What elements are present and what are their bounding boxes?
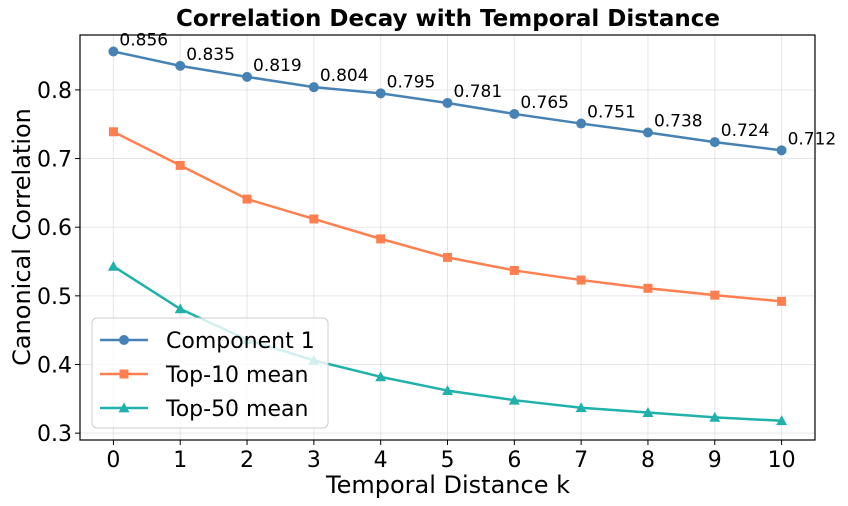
data-point bbox=[777, 296, 787, 306]
data-point bbox=[442, 385, 453, 395]
y-tick-label: 0.7 bbox=[37, 148, 72, 173]
x-tick-label: 1 bbox=[173, 448, 187, 473]
legend-marker bbox=[118, 402, 130, 413]
x-tick-label: 2 bbox=[240, 448, 254, 473]
y-tick-label: 0.5 bbox=[37, 285, 72, 310]
data-point bbox=[509, 108, 520, 119]
data-labels: 0.856 0.835 0.819 0.804 0.795 0.781 0.765 0.751… bbox=[119, 30, 836, 149]
data-point bbox=[108, 46, 119, 57]
legend-label: Top-50 mean bbox=[165, 397, 308, 422]
data-point bbox=[642, 127, 653, 138]
data-point bbox=[375, 88, 386, 99]
data-point bbox=[108, 127, 118, 137]
data-point bbox=[776, 145, 787, 156]
data-point bbox=[175, 60, 186, 71]
data-point bbox=[443, 252, 452, 262]
data-label: 0.795 bbox=[387, 72, 436, 92]
series-top-10-mean bbox=[108, 127, 787, 306]
data-label: 0.781 bbox=[454, 82, 503, 102]
data-label: 0.724 bbox=[721, 121, 770, 141]
x-tick-label: 5 bbox=[441, 448, 455, 473]
y-tick-label: 0.8 bbox=[37, 79, 72, 104]
legend: Component 1 Top-10 mean Top-50 mean bbox=[91, 317, 329, 429]
data-point bbox=[174, 303, 186, 314]
data-label: 0.835 bbox=[186, 45, 235, 65]
data-point bbox=[375, 371, 387, 382]
axis-ticks: 0 1 2 3 4 5 6 7 8 9 10 0.3 0.4 0.5 0.6 0.7 0.8 bbox=[37, 79, 796, 473]
data-point bbox=[308, 82, 319, 93]
data-label: 0.738 bbox=[654, 111, 703, 131]
data-point bbox=[508, 394, 520, 405]
y-tick-label: 0.4 bbox=[37, 353, 72, 378]
data-point bbox=[709, 137, 720, 148]
y-tick-label: 0.3 bbox=[37, 422, 72, 447]
series-component-1 bbox=[108, 46, 787, 156]
x-axis-label: Temporal Distance k bbox=[325, 471, 570, 499]
data-point bbox=[309, 214, 319, 224]
data-point bbox=[642, 407, 654, 417]
x-tick-label: 0 bbox=[106, 448, 120, 473]
x-tick-label: 6 bbox=[507, 448, 521, 473]
data-label: 0.765 bbox=[520, 93, 569, 113]
legend-label: Top-10 mean bbox=[165, 363, 308, 388]
data-point bbox=[776, 415, 788, 426]
x-tick-label: 3 bbox=[307, 448, 321, 473]
data-point bbox=[710, 290, 720, 300]
legend-frame bbox=[91, 317, 329, 429]
data-label: 0.751 bbox=[587, 103, 636, 123]
data-label: 0.804 bbox=[320, 66, 369, 86]
data-point bbox=[376, 234, 386, 244]
x-tick-label: 7 bbox=[574, 448, 588, 473]
legend-marker bbox=[119, 335, 129, 345]
x-tick-label: 10 bbox=[768, 448, 796, 473]
legend-item: Top-10 mean bbox=[100, 363, 308, 388]
legend-item: Top-50 mean bbox=[100, 397, 308, 422]
data-point bbox=[709, 411, 721, 422]
chart-title: Correlation Decay with Temporal Distance bbox=[176, 6, 720, 32]
legend-label: Component 1 bbox=[166, 329, 315, 354]
data-point bbox=[643, 283, 653, 293]
legend-item: Component 1 bbox=[100, 329, 315, 354]
x-tick-label: 8 bbox=[641, 448, 655, 473]
data-point bbox=[575, 402, 587, 413]
legend-marker bbox=[119, 369, 129, 379]
y-tick-label: 0.6 bbox=[37, 216, 72, 241]
data-point bbox=[242, 71, 253, 82]
data-label: 0.712 bbox=[788, 129, 837, 149]
data-label: 0.856 bbox=[119, 30, 168, 50]
x-tick-label: 9 bbox=[708, 448, 722, 473]
data-point bbox=[576, 118, 587, 129]
data-point bbox=[442, 97, 453, 108]
x-tick-label: 4 bbox=[374, 448, 388, 473]
data-point bbox=[175, 160, 185, 170]
data-point bbox=[107, 260, 119, 271]
data-point bbox=[242, 194, 252, 204]
data-point bbox=[509, 265, 519, 275]
y-axis-label: Canonical Correlation bbox=[8, 108, 36, 366]
data-point bbox=[576, 275, 586, 285]
data-label: 0.819 bbox=[253, 56, 302, 76]
